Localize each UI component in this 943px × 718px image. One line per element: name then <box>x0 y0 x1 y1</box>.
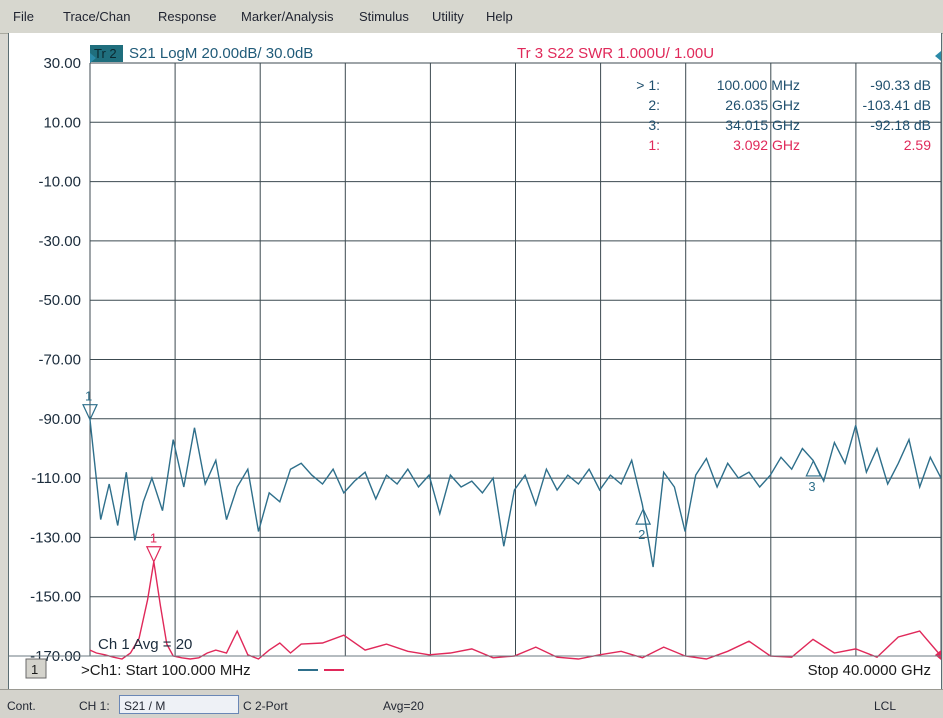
status-avg: Avg=20 <box>383 699 424 713</box>
reference-arrow-icon <box>90 53 96 63</box>
trace2-id: Tr 2 <box>94 46 117 61</box>
marker-tags: 1 2 3 1 <box>82 389 822 564</box>
marker-value: -92.18 dB <box>870 117 931 133</box>
trace2-header: S21 LogM 20.00dB/ 30.0dB <box>129 45 313 62</box>
status-channel: CH 1: <box>79 699 110 713</box>
channel-number-box[interactable] <box>25 658 47 679</box>
swr-marker-triangle-icon[interactable] <box>145 546 162 564</box>
marker-num: 3: <box>648 117 660 133</box>
y-tick-label: -50.00 <box>38 292 81 309</box>
marker-freq: 100.000 MHz <box>717 77 800 93</box>
marker-tag-label: 1 <box>85 389 92 404</box>
status-param-box[interactable] <box>119 695 239 714</box>
menu-trace-chan[interactable]: Trace/Chan <box>63 9 131 24</box>
average-indicator: Ch 1 Avg = 20 <box>98 636 192 653</box>
stop-frequency[interactable]: Stop 40.0000 GHz <box>808 662 931 679</box>
status-bar: Cont. CH 1: S21 / M C 2-Port Avg=20 LCL <box>0 689 943 718</box>
traces <box>89 419 942 660</box>
marker-value: 2.59 <box>904 137 931 153</box>
trace3-header: Tr 3 S22 SWR 1.000U/ 1.00U <box>517 45 714 62</box>
right-scroll-arrow-icon[interactable] <box>935 51 941 61</box>
y-tick-label: -30.00 <box>38 233 81 250</box>
y-axis-labels: 30.00 10.00 -10.00 -30.00 -50.00 -70.00 -90.00… <box>30 55 81 665</box>
marker-up-triangle-icon[interactable] <box>635 507 652 525</box>
status-param: S21 / M <box>124 699 166 713</box>
status-lcl: LCL <box>874 699 897 713</box>
y-tick-label: 10.00 <box>43 114 81 131</box>
marker-num: 2: <box>648 97 660 113</box>
y-tick-label: -150.00 <box>30 589 81 606</box>
swr-marker-tag-label: 1 <box>150 531 157 546</box>
marker-freq: 3.092 GHz <box>733 137 800 153</box>
status-cal: C 2-Port <box>243 699 288 713</box>
menu-file[interactable]: File <box>13 9 34 24</box>
y-tick-label: -70.00 <box>38 352 81 369</box>
marker-tag-label: 3 <box>808 479 815 494</box>
plot-background <box>9 33 941 689</box>
marker-table: > 1: 100.000 MHz -90.33 dB 2: 26.035 GHz… <box>636 77 931 153</box>
plot-area: Tr 2 S21 LogM 20.00dB/ 30.0dB Tr 3 S22 S… <box>9 33 942 689</box>
trace2-active-box[interactable] <box>90 45 123 62</box>
menu-bar: File Trace/Chan Response Marker/Analysis… <box>0 0 943 34</box>
menu-stimulus[interactable]: Stimulus <box>359 9 409 24</box>
analyzer-display: Tr 2 S21 LogM 20.00dB/ 30.0dB Tr 3 S22 S… <box>8 33 942 689</box>
menu-marker-analysis[interactable]: Marker/Analysis <box>241 9 334 24</box>
y-tick-label: -90.00 <box>38 411 81 428</box>
y-tick-label: -10.00 <box>38 174 81 191</box>
swr-trace <box>89 561 942 660</box>
start-frequency[interactable]: >Ch1: Start 100.000 MHz <box>81 662 251 679</box>
marker-value: -90.33 dB <box>870 77 931 93</box>
marker-down-triangle-icon[interactable] <box>82 404 98 422</box>
y-tick-label: -110.00 <box>31 470 81 487</box>
y-tick-label: 30.00 <box>43 55 81 72</box>
menu-utility[interactable]: Utility <box>432 9 464 24</box>
s21-trace <box>89 419 942 568</box>
menu-response[interactable]: Response <box>158 9 217 24</box>
y-tick-label: -130.00 <box>30 529 81 546</box>
channel-number: 1 <box>31 662 38 677</box>
marker-num: 1: <box>648 137 660 153</box>
marker-up-triangle-icon[interactable] <box>805 459 822 477</box>
marker-freq: 34.015 GHz <box>725 117 800 133</box>
marker-tag-label: 2 <box>638 527 645 542</box>
status-mode[interactable]: Cont. <box>7 699 36 713</box>
right-ref-arrow-icon <box>935 650 941 660</box>
marker-num: > 1: <box>636 77 660 93</box>
marker-value: -103.41 dB <box>863 97 932 113</box>
marker-freq: 26.035 GHz <box>725 97 800 113</box>
menu-help[interactable]: Help <box>486 9 513 24</box>
